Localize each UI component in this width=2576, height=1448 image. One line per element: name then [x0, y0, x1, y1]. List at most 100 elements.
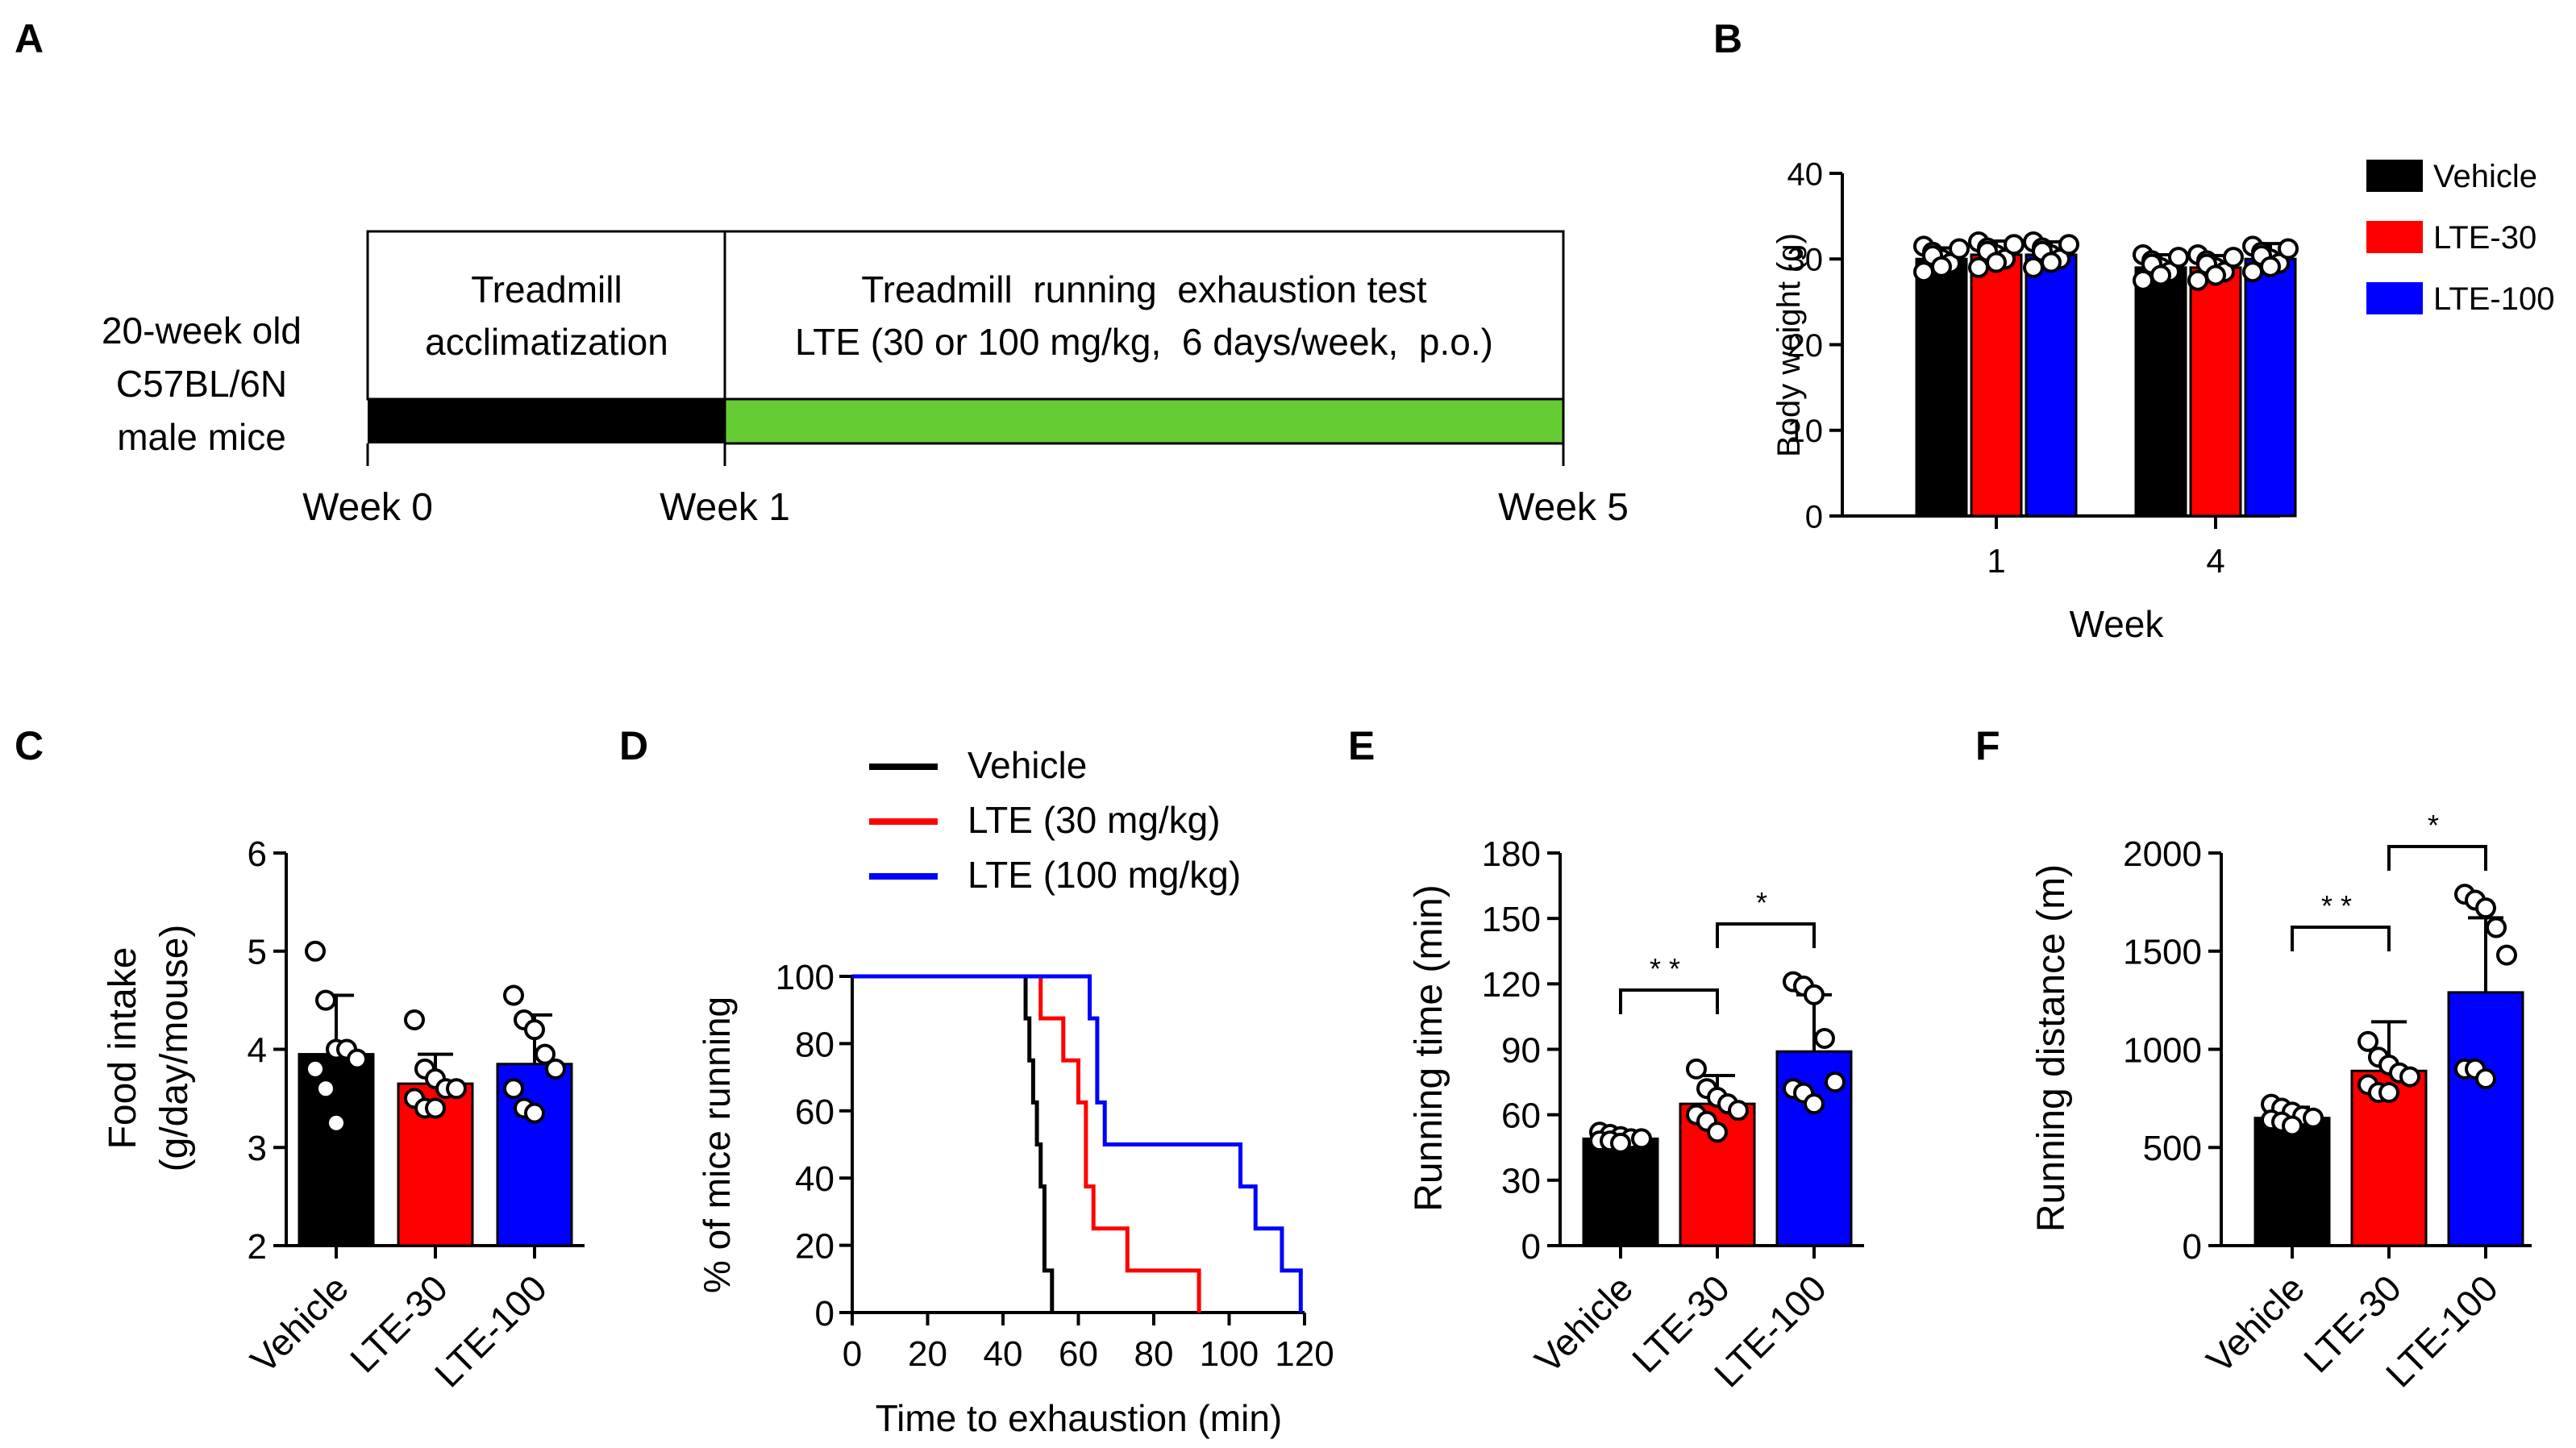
data-point: [535, 1043, 556, 1065]
data-point: [446, 1078, 467, 1100]
legend-label-2: LTE-100: [2433, 281, 2554, 317]
phase1-label-line-1: Treadmill: [471, 268, 622, 310]
data-point: [2475, 1068, 2496, 1090]
y-axis-title-line-2: (g/day/mouse): [153, 925, 196, 1172]
y-tick-label: 20: [795, 1227, 834, 1267]
data-point: [2223, 247, 2244, 268]
data-point: [2150, 264, 2171, 286]
data-point: [1631, 1128, 1652, 1150]
data-point: [2058, 234, 2079, 256]
data-point: [2358, 1030, 2378, 1052]
running-distance-chart: 0500100015002000VehicleLTE-30LTE-100Runn…: [2030, 809, 2532, 1395]
x-tick-label: 1: [1987, 542, 2005, 580]
y-tick-label: 3: [248, 1129, 267, 1168]
data-point: [2260, 256, 2281, 277]
legend-swatch-2: [2366, 282, 2423, 314]
y-tick-label: 0: [1521, 1227, 1541, 1267]
panel-letter-a: A: [15, 16, 44, 61]
data-point: [1931, 256, 1952, 277]
y-tick-label: 60: [795, 1092, 834, 1132]
y-axis-title: Body weight (g): [1771, 233, 1807, 457]
significance-bracket: [1716, 922, 1816, 948]
legend-label-0: Vehicle: [2433, 159, 2537, 194]
bar-vehicle: [1915, 257, 1968, 518]
x-tick-label: 100: [1200, 1334, 1259, 1374]
bar-lte-100: [2447, 991, 2524, 1247]
x-axis-title: Time to exhaustion (min): [876, 1397, 1282, 1439]
data-point: [2205, 264, 2226, 286]
x-tick-label: 20: [908, 1334, 947, 1374]
data-point: [2496, 944, 2517, 966]
data-point: [2378, 1082, 2399, 1104]
y-tick-label: 80: [795, 1025, 834, 1064]
survival-chart: 0 20 40 60 80 100 0 20 40 60 80 100 120 Time to exhau…: [696, 744, 1334, 1439]
data-point: [1707, 1121, 1728, 1143]
data-point: [2303, 1107, 2324, 1129]
data-point: [2475, 897, 2496, 919]
y-tick-label: 1000: [2123, 1030, 2202, 1070]
panel-letter-e: E: [1348, 723, 1375, 768]
significance-label: **: [2321, 889, 2360, 922]
bar-vehicle: [2253, 1117, 2331, 1247]
data-point: [503, 984, 524, 1006]
bar-vehicle: [2134, 266, 2187, 518]
data-point: [2399, 1066, 2420, 1088]
data-point: [347, 1048, 368, 1070]
week-label-5: Week 5: [1498, 486, 1629, 529]
data-point: [1686, 1058, 1707, 1080]
y-tick-label: 2: [248, 1227, 267, 1267]
significance-bracket: [2291, 926, 2391, 951]
bar-lte-30: [1970, 253, 2023, 518]
x-tick-label: Vehicle: [242, 1267, 356, 1381]
y-tick-label: 4: [248, 1030, 267, 1070]
x-tick-label: 60: [1059, 1334, 1098, 1374]
significance-label: *: [2428, 809, 2447, 842]
y-tick-label: 30: [1501, 1162, 1541, 1201]
x-tick-label: 120: [1275, 1334, 1334, 1374]
y-tick-label: 100: [776, 958, 834, 997]
body-weight-chart: 0 10 20 30 40 1 4 Week Body weight (g) Vehicle LTE…: [1771, 156, 2554, 645]
data-point: [1949, 238, 1970, 260]
data-point: [326, 1112, 347, 1134]
bar-vehicle: [1582, 1137, 1659, 1247]
timeline-bar-green: [723, 397, 1565, 445]
significance-bracket: [1619, 988, 1719, 1014]
x-axis-title: Week: [2070, 603, 2165, 645]
x-tick-label: Vehicle: [2198, 1267, 2312, 1381]
y-tick-label: 90: [1501, 1030, 1541, 1070]
y-tick-label: 180: [1482, 834, 1541, 874]
y-tick-label: 1500: [2123, 933, 2202, 972]
data-point: [1804, 1093, 1825, 1115]
x-tick-label: 40: [984, 1334, 1023, 1374]
x-tick-label: 4: [2206, 542, 2224, 580]
data-point: [2041, 252, 2062, 273]
y-tick-label: 5: [248, 933, 267, 972]
phase-box-exhaustion-test: [723, 230, 1565, 401]
legend-swatch-0: [2366, 160, 2423, 192]
data-point: [524, 1102, 545, 1124]
data-point: [2004, 234, 2025, 256]
x-tick-label: 0: [843, 1334, 862, 1374]
bar-lte-100: [2025, 253, 2078, 518]
week-label-0: Week 0: [302, 486, 433, 529]
data-point: [1728, 1100, 1749, 1121]
series-line-2: [852, 974, 1303, 1313]
week-label-1: Week 1: [660, 486, 790, 529]
phase-box-acclimatization: [366, 230, 726, 401]
running-time-chart: 0306090120150180VehicleLTE-30LTE-100Runn…: [1408, 834, 1864, 1395]
mice-label-line-2: C57BL/6N: [116, 363, 287, 405]
phase2-label-line-1: Treadmill running exhaustion test: [861, 268, 1427, 310]
data-point: [1825, 1071, 1846, 1093]
x-tick-label: 80: [1134, 1334, 1174, 1374]
panel-letter-c: C: [15, 723, 44, 768]
data-point: [545, 1058, 566, 1080]
y-tick-label: 2000: [2123, 834, 2202, 874]
significance-bracket: [2387, 845, 2487, 871]
data-point: [315, 1078, 336, 1100]
data-point: [1610, 1132, 1631, 1154]
phase2-label-line-2: LTE (30 or 100 mg/kg, 6 days/week, p.o.): [795, 321, 1493, 363]
data-point: [2168, 247, 2189, 268]
